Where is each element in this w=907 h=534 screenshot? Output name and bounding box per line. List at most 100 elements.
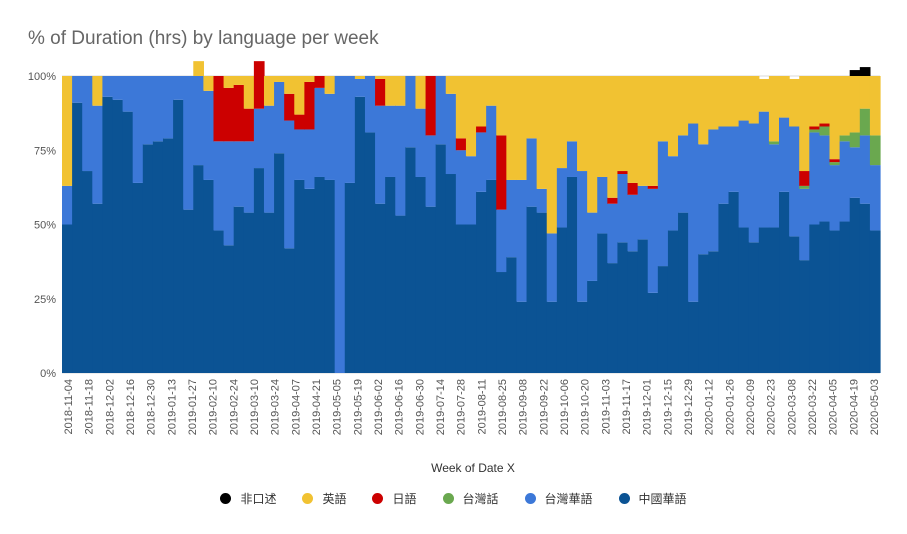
area-segment [546, 301, 558, 373]
area-segment [859, 203, 871, 373]
area-segment [243, 108, 255, 142]
area-segment [657, 141, 669, 267]
area-segment [314, 176, 326, 373]
area-segment [556, 227, 568, 373]
area-segment [375, 78, 386, 106]
area-segment [738, 120, 750, 228]
area-segment [445, 174, 457, 373]
x-tick-label: 2020-01-12 [704, 379, 716, 435]
x-tick-label: 2019-12-01 [642, 379, 654, 435]
area-segment [263, 212, 275, 373]
area-segment [708, 251, 720, 373]
area-segment [728, 126, 740, 192]
area-segment [799, 171, 810, 186]
area-segment [385, 105, 396, 177]
area-segment [132, 76, 144, 183]
area-segment [779, 117, 790, 192]
area-segment [385, 176, 396, 373]
area-segment [869, 230, 881, 373]
area-segment [698, 254, 709, 373]
y-tick-label: 25% [34, 294, 56, 306]
area-segment [294, 129, 305, 180]
area-segment [597, 76, 608, 177]
area-segment [728, 76, 740, 127]
area-segment [678, 76, 689, 136]
area-segment [587, 280, 598, 373]
area-segment [829, 165, 841, 231]
area-segment [142, 76, 154, 145]
area-segment [758, 227, 770, 373]
x-tick-label: 2019-02-10 [208, 379, 220, 435]
legend-swatch [220, 493, 232, 504]
area-segment [799, 185, 810, 189]
area-segment [375, 105, 386, 204]
area-segment [455, 138, 467, 151]
area-segment [738, 76, 750, 121]
legend-label: 中國華語 [638, 492, 687, 506]
x-tick-label: 2019-06-30 [414, 379, 426, 435]
area-segment [294, 76, 305, 115]
area-segment [506, 257, 518, 373]
area-segment [829, 230, 841, 373]
area-segment [597, 233, 608, 373]
area-segment [496, 272, 507, 373]
area-segment [536, 76, 548, 189]
area-segment [203, 179, 215, 373]
area-segment [92, 203, 103, 373]
area-segment [809, 126, 821, 130]
area-segment [72, 102, 83, 373]
area-segment [809, 224, 821, 373]
area-segment [617, 174, 629, 243]
area-segment [728, 191, 740, 373]
area-segment [203, 76, 215, 91]
area-segment [425, 206, 437, 373]
area-segment [587, 212, 598, 281]
area-segment [819, 221, 831, 373]
area-segment [112, 99, 124, 373]
legend: 非口述 英語 日語 台灣話 台灣華語 中國華語 [0, 490, 907, 507]
area-segment [435, 76, 447, 145]
area-segment [395, 215, 406, 373]
area-segment [708, 129, 720, 252]
area-segment [698, 76, 709, 145]
area-segment [425, 135, 437, 207]
legend-swatch [618, 493, 630, 504]
legend-item: 中國華語 [618, 490, 687, 507]
area-segment [768, 227, 780, 373]
x-tick-label: 2020-05-03 [869, 379, 881, 435]
area-segment [405, 147, 417, 373]
x-tick-label: 2019-08-11 [476, 379, 488, 434]
area-segment [354, 78, 366, 97]
y-tick-label: 0% [40, 368, 56, 380]
area-segment [546, 76, 558, 234]
area-segment [667, 230, 679, 373]
area-segment [506, 179, 518, 258]
x-tick-label: 2019-04-21 [311, 379, 323, 435]
area-segment [445, 76, 457, 94]
area-segment [779, 191, 790, 373]
area-segment [72, 76, 83, 103]
area-segment [183, 76, 194, 210]
area-segment [819, 123, 831, 127]
area-segment [415, 76, 427, 109]
area-segment [587, 76, 598, 213]
area-segment [667, 156, 679, 231]
area-segment [869, 135, 881, 166]
x-tick-label: 2019-02-24 [228, 379, 240, 435]
x-axis-label: Week of Date X [431, 461, 515, 475]
area-segment [758, 111, 770, 228]
area-segment [253, 108, 265, 169]
area-segment [607, 197, 619, 204]
area-segment [486, 179, 497, 373]
area-segment [496, 135, 507, 210]
chart-title: % of Duration (hrs) by language per week [28, 28, 379, 49]
area-segment [284, 93, 295, 121]
area-segment [607, 263, 619, 373]
area-segment [809, 129, 821, 133]
x-tick-label: 2020-04-19 [848, 379, 860, 435]
x-tick-label: 2018-11-04 [63, 379, 75, 434]
x-tick-label: 2019-06-02 [373, 379, 385, 435]
area-segment [657, 266, 669, 373]
area-segment [617, 242, 629, 373]
x-tick-label: 2020-03-22 [807, 379, 819, 435]
